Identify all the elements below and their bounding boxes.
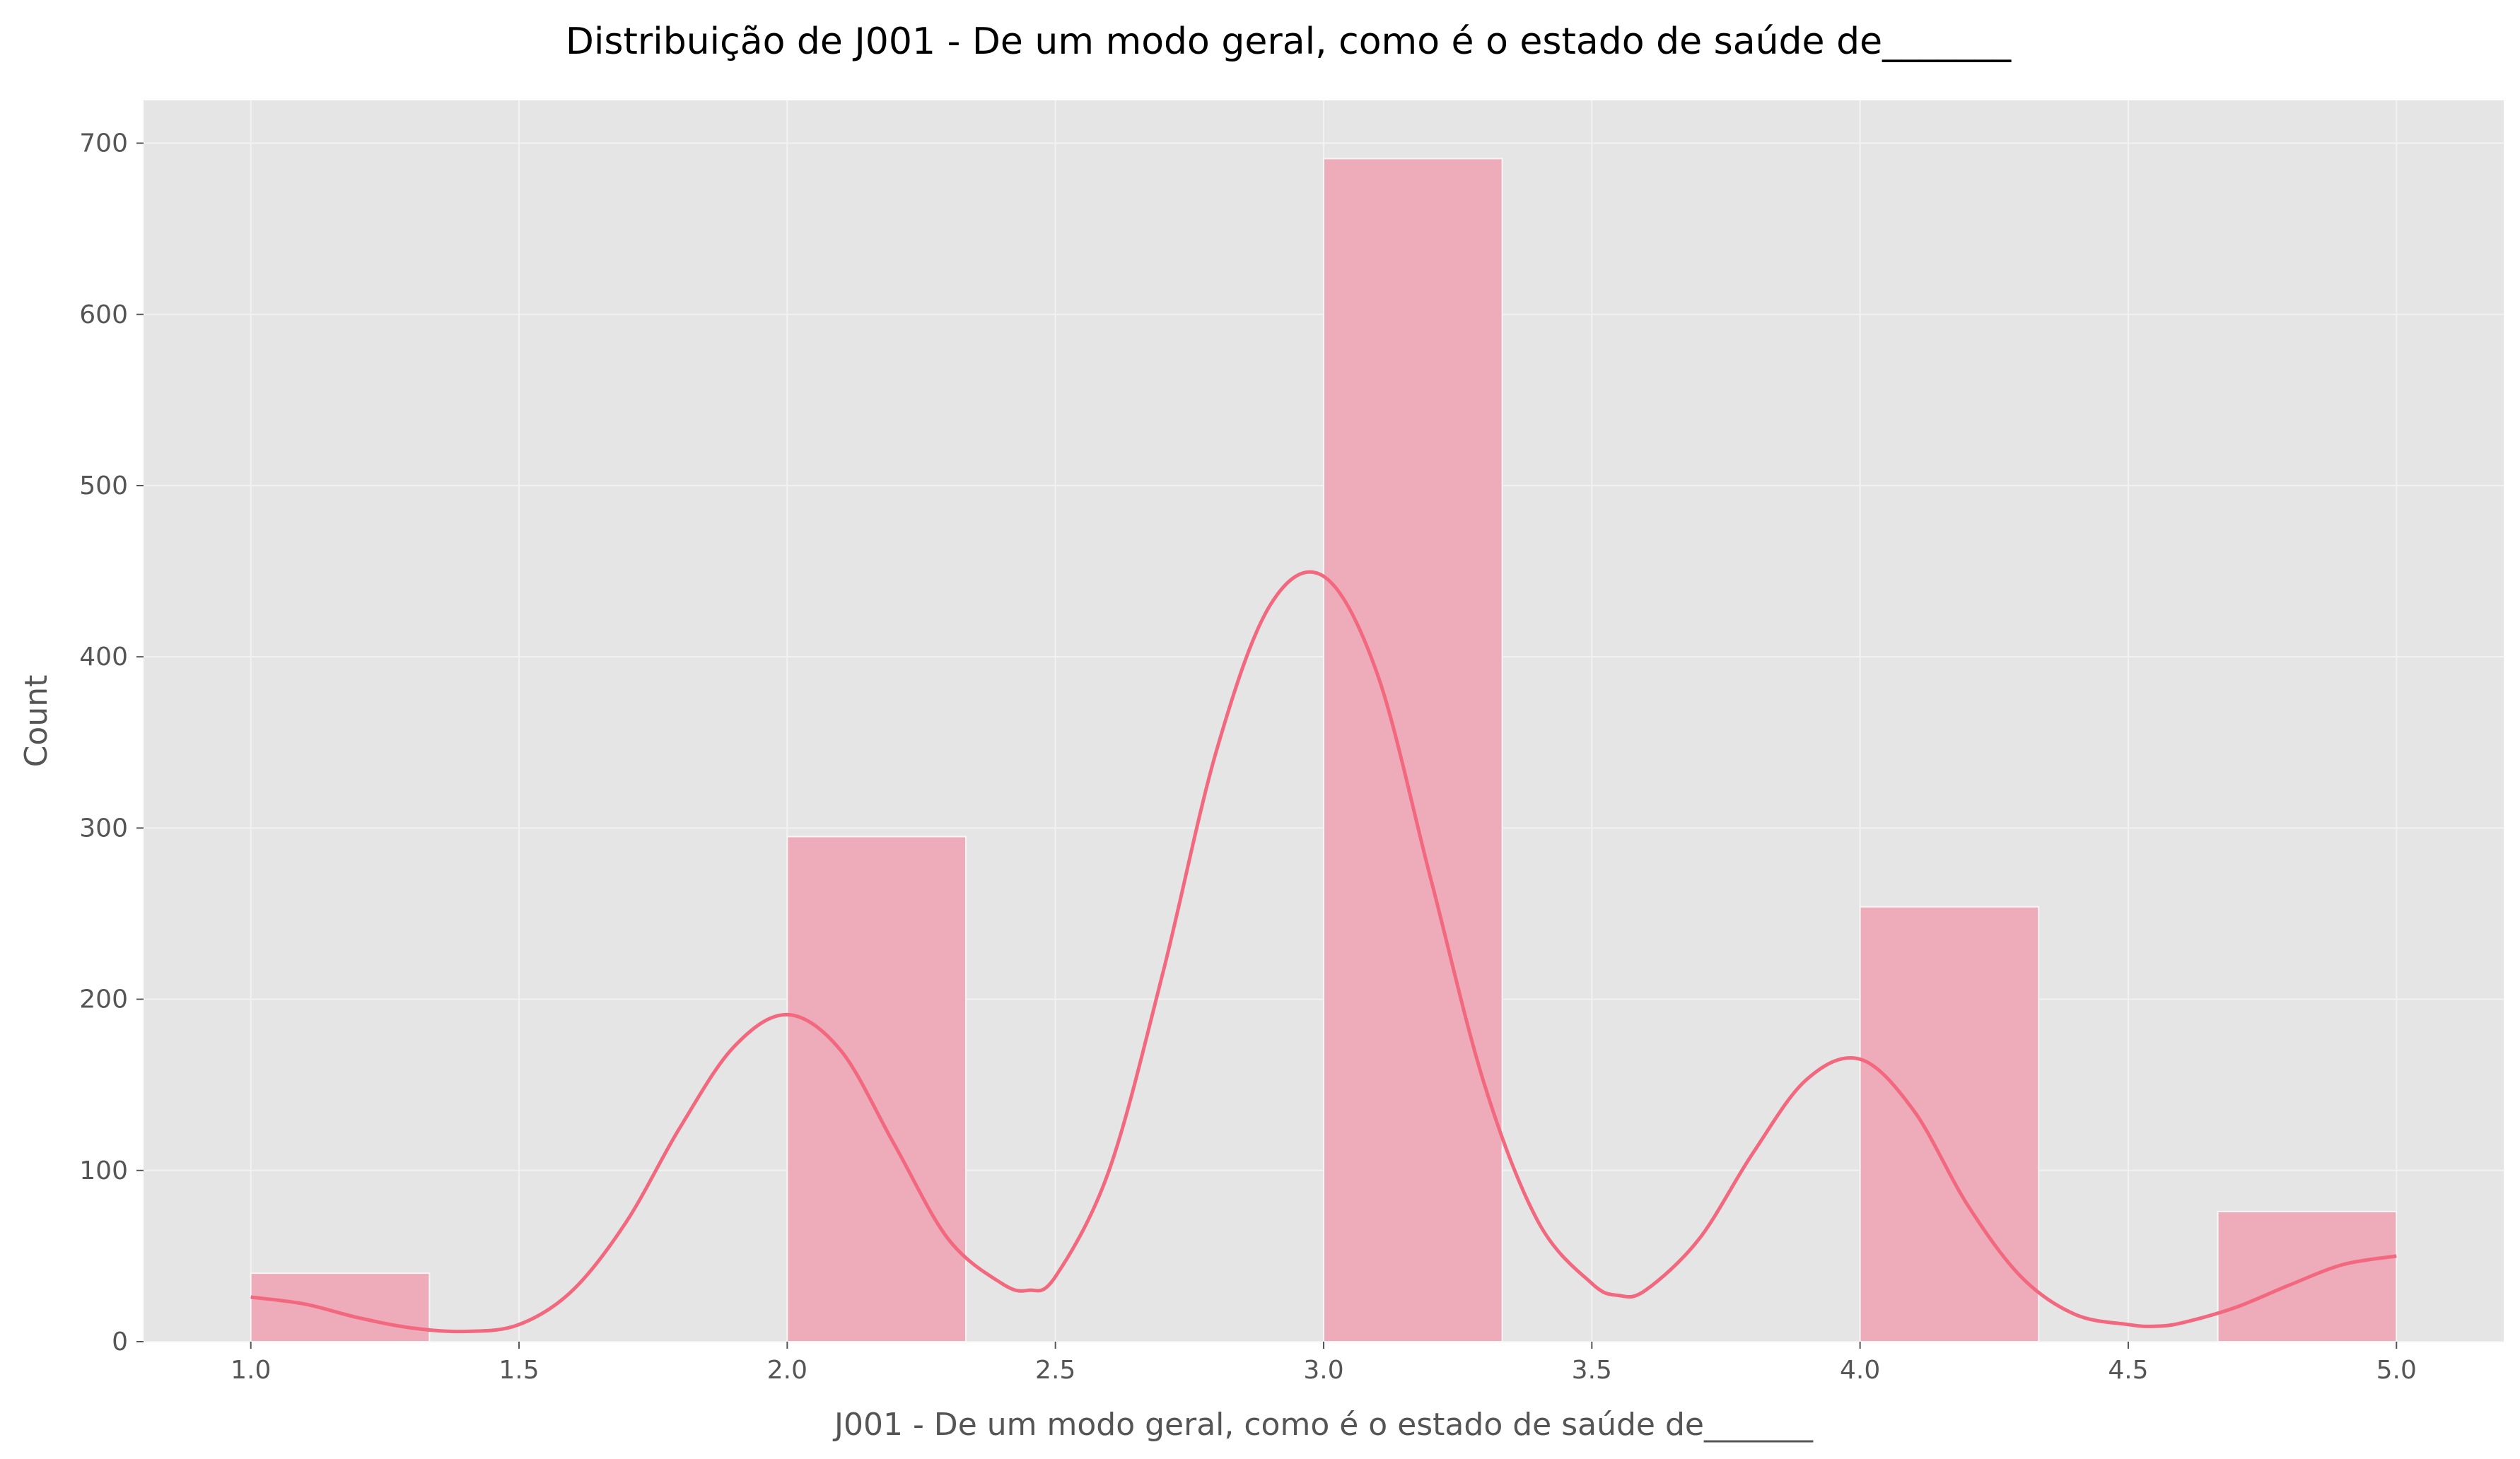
x-tick-label: 5.0 (2376, 1356, 2417, 1385)
y-tick-label: 100 (79, 1156, 128, 1185)
y-tick-label: 400 (79, 643, 128, 672)
y-tick-label: 300 (79, 814, 128, 843)
x-tick-label: 4.0 (1840, 1356, 1880, 1385)
x-tick-label: 1.5 (498, 1356, 539, 1385)
x-tick-label: 1.0 (231, 1356, 271, 1385)
x-tick-label: 2.0 (767, 1356, 807, 1385)
y-axis-label: Count (18, 675, 54, 768)
histogram-bar (1323, 158, 1503, 1342)
y-tick-label: 700 (79, 129, 128, 158)
y-tick-label: 200 (79, 985, 128, 1014)
y-tick-label: 600 (79, 300, 128, 329)
x-tick-label: 2.5 (1035, 1356, 1075, 1385)
x-tick-label: 4.5 (2108, 1356, 2148, 1385)
x-axis-ticks: 1.0 1.5 2.0 2.5 3.0 3.5 4.0 4.5 5.0 (231, 1342, 2417, 1385)
histogram-bar (1859, 906, 2040, 1342)
y-axis-ticks: 0 100 200 300 400 500 600 700 (79, 129, 144, 1357)
histogram-bar (786, 836, 967, 1342)
y-tick-label: 0 (112, 1328, 128, 1357)
kde-density-line (250, 570, 2397, 1334)
x-tick-label: 3.0 (1303, 1356, 1343, 1385)
x-axis-label: J001 - De um modo geral, como é o estado… (832, 1407, 1814, 1443)
histogram-bar (250, 1272, 431, 1342)
x-tick-label: 3.5 (1572, 1356, 1612, 1385)
y-tick-label: 500 (79, 471, 128, 500)
chart-title: Distribuição de J001 - De um modo geral,… (566, 20, 2012, 63)
